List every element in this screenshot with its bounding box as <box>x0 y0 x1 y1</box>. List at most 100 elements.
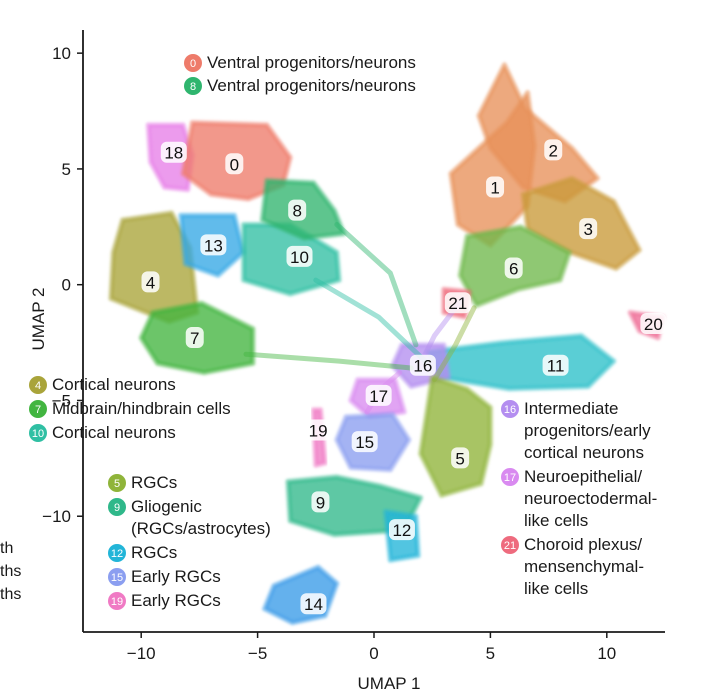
y-axis-title: UMAP 2 <box>29 288 48 351</box>
cluster-label-halo <box>311 491 330 513</box>
y-tick-label: −10 <box>42 507 71 526</box>
y-tick-label: 0 <box>62 276 71 295</box>
y-tick-label: −5 <box>52 391 71 410</box>
legend-item-5: 5 RGCs <box>108 473 177 492</box>
y-tick-label: 5 <box>62 160 71 179</box>
legend-item-8: 8 Ventral progenitors/neurons <box>184 76 416 95</box>
legend-label: progenitors/early <box>524 421 651 440</box>
connector-strands <box>243 222 477 415</box>
legend-item-17: 17 Neuroepithelial/neuroectodermal-like c… <box>501 467 657 530</box>
cluster-label-18: 18 <box>164 144 183 163</box>
legend-swatch <box>29 400 47 418</box>
cluster-label-8: 8 <box>292 202 301 221</box>
legend-swatch <box>108 568 126 586</box>
cluster-label-halo <box>365 384 392 406</box>
legend-label: Choroid plexus/ <box>524 535 642 554</box>
legend-item-21: 21 Choroid plexus/mensenchymal-like cells <box>501 535 644 598</box>
legend-label: cortical neurons <box>524 443 644 462</box>
clipped-text: th ths ths <box>0 540 21 603</box>
cluster-5-cloud <box>418 374 493 498</box>
cluster-label-7: 7 <box>190 329 199 348</box>
legend-swatch <box>108 544 126 562</box>
cluster-label-20: 20 <box>644 315 663 334</box>
cluster-label-16: 16 <box>413 357 432 376</box>
cluster-label-5: 5 <box>455 449 464 468</box>
cluster-label-halo <box>409 354 436 376</box>
legend-label: Neuroepithelial/ <box>524 467 642 486</box>
legend-swatch-number: 16 <box>504 404 516 416</box>
legend-swatch-number: 12 <box>111 548 123 560</box>
cluster-label-halo <box>286 245 313 267</box>
legend-label: mensenchymal- <box>524 557 644 576</box>
legend-label: Intermediate <box>524 399 619 418</box>
cluster-label-21: 21 <box>448 294 467 313</box>
legend-label: RGCs <box>131 543 177 562</box>
legend-label: (RGCs/astrocytes) <box>131 519 271 538</box>
connector-strand <box>432 305 477 383</box>
legend-item-12: 12 RGCs <box>108 543 177 562</box>
legend-item-10: 10 Cortical neurons <box>29 423 176 442</box>
legend-swatch-number: 7 <box>35 404 41 416</box>
cluster-label-halo <box>141 271 160 293</box>
cluster-label-4: 4 <box>146 273 155 292</box>
legend-swatch-number: 5 <box>114 478 120 490</box>
x-tick-label: −5 <box>248 644 267 663</box>
cluster-label-13: 13 <box>204 236 223 255</box>
legend-swatch-number: 10 <box>32 428 44 440</box>
cluster-label-halo <box>504 257 523 279</box>
legend-swatch <box>184 77 202 95</box>
cluster-label-halo <box>160 141 187 163</box>
cluster-label-11: 11 <box>547 357 565 376</box>
legend-swatch-number: 8 <box>190 81 196 93</box>
legend-label: Ventral progenitors/neurons <box>207 76 416 95</box>
cluster-label-10: 10 <box>290 248 309 267</box>
x-tick-label: 5 <box>486 644 495 663</box>
legend-item-7: 7 Midbrain/hindbrain cells <box>29 399 231 418</box>
cluster-label-9: 9 <box>316 493 325 512</box>
legend-label: Gliogenic <box>131 497 202 516</box>
legend-item-4: 4 Cortical neurons <box>29 375 176 394</box>
cluster-label-19: 19 <box>309 422 328 441</box>
legend-swatch <box>501 468 519 486</box>
axes: −10 −5 0 5 10 10 5 0 −5 −10 UMAP 1 UMAP 2 <box>29 30 665 691</box>
legend-label: Ventral progenitors/neurons <box>207 53 416 72</box>
legend-item-19: 19 Early RGCs <box>108 591 221 610</box>
legend-label: like cells <box>524 511 588 530</box>
cluster-label-halo <box>305 419 332 441</box>
cluster-1-cloud <box>448 90 538 248</box>
cluster-14-cloud <box>262 564 340 626</box>
legends: 0 Ventral progenitors/neurons 8 Ventral pro… <box>29 53 657 610</box>
cluster-label-halo <box>451 447 470 469</box>
legend-label: Early RGCs <box>131 567 221 586</box>
connector-strand <box>313 277 428 364</box>
legend-label: like cells <box>524 579 588 598</box>
x-tick-label: −10 <box>127 644 156 663</box>
legend-swatch <box>184 54 202 72</box>
y-tick-label: 10 <box>52 44 71 63</box>
legend-item-16: 16 Intermediate progenitors/early cortical … <box>501 399 651 462</box>
cluster-label-halo <box>640 313 667 335</box>
legend-swatch <box>108 498 126 516</box>
legend-swatch-number: 21 <box>504 540 516 552</box>
cluster-label-halo <box>288 199 307 221</box>
cluster-label-15: 15 <box>355 433 374 452</box>
cluster-label-1: 1 <box>490 178 499 197</box>
legend-label: RGCs <box>131 473 177 492</box>
cluster-label-halo <box>444 292 471 314</box>
cluster-label-halo <box>185 326 204 348</box>
cluster-label-6: 6 <box>509 259 518 278</box>
legend-label: Cortical neurons <box>52 375 176 394</box>
cluster-label-halo <box>579 218 598 240</box>
connector-strand <box>334 222 419 348</box>
cluster-11-cloud <box>425 333 617 392</box>
cluster-label-halo <box>542 354 569 376</box>
legend-label: neuroectodermal- <box>524 489 657 508</box>
cluster-label-halo <box>351 431 378 453</box>
legend-swatch-number: 9 <box>114 502 120 514</box>
x-tick-label: 0 <box>369 644 378 663</box>
legend-item-0: 0 Ventral progenitors/neurons <box>184 53 416 72</box>
clipped-text-fragment: th <box>0 540 13 557</box>
x-axis-title: UMAP 1 <box>358 674 421 691</box>
